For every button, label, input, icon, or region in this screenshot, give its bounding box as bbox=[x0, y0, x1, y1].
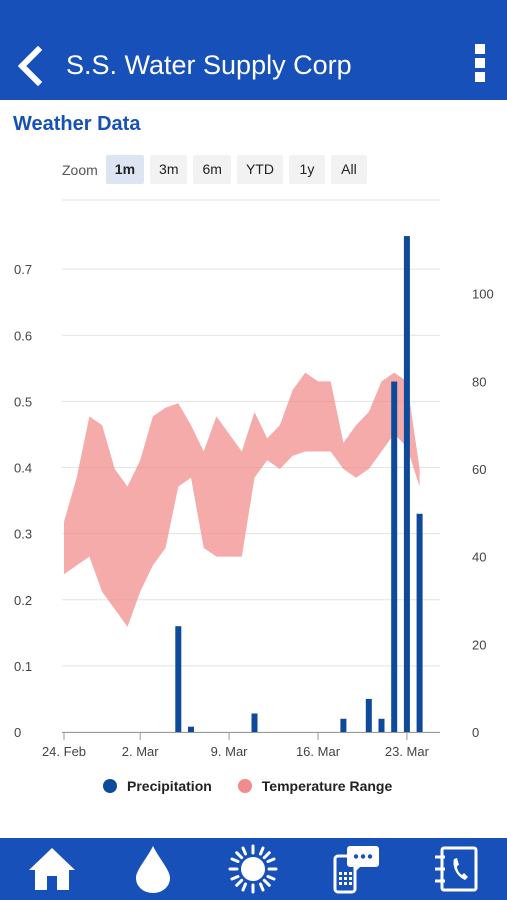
y-left-tick-label: 0.2 bbox=[14, 593, 32, 608]
legend-item-precipitation[interactable]: Precipitation bbox=[103, 778, 212, 794]
y-right-tick-label: 80 bbox=[472, 374, 486, 389]
back-button[interactable] bbox=[14, 45, 48, 87]
y-right-tick-label: 20 bbox=[472, 637, 486, 652]
zoom-all-button[interactable]: All bbox=[330, 155, 367, 184]
zoom-1m-button[interactable]: 1m bbox=[105, 155, 145, 184]
temperature-range-area bbox=[64, 372, 420, 627]
y-right-tick-label: 100 bbox=[472, 287, 494, 302]
y-left-tick-label: 0.3 bbox=[14, 527, 32, 542]
precipitation-bar bbox=[416, 513, 423, 732]
chart-legend: Precipitation Temperature Range bbox=[103, 778, 418, 794]
legend-marker bbox=[103, 779, 117, 793]
nav-home[interactable] bbox=[27, 844, 77, 894]
zoom-3m-button[interactable]: 3m bbox=[150, 155, 188, 184]
contact-book-icon bbox=[435, 846, 478, 892]
app-title: S.S. Water Supply Corp bbox=[66, 50, 352, 80]
y-right-tick-label: 40 bbox=[472, 550, 486, 565]
x-tick-label: 23. Mar bbox=[385, 744, 430, 759]
precipitation-bar bbox=[391, 381, 398, 732]
section-title: Weather Data bbox=[13, 113, 141, 135]
chevron-left-icon bbox=[17, 45, 43, 87]
precipitation-bar bbox=[365, 698, 372, 732]
x-tick-label: 24. Feb bbox=[42, 744, 86, 759]
y-left-tick-label: 0.5 bbox=[14, 394, 32, 409]
x-tick-label: 2. Mar bbox=[122, 744, 160, 759]
zoom-selector: Zoom 1m 3m 6m YTD 1y All bbox=[62, 155, 373, 184]
x-tick-label: 16. Mar bbox=[296, 744, 341, 759]
precipitation-bar bbox=[188, 726, 194, 732]
app-bar: S.S. Water Supply Corp bbox=[0, 0, 507, 100]
phone-chat-icon bbox=[333, 846, 379, 894]
y-left-tick-label: 0.1 bbox=[14, 659, 32, 674]
y-right-tick-label: 60 bbox=[472, 462, 486, 477]
nav-water[interactable] bbox=[128, 844, 178, 894]
zoom-label: Zoom bbox=[62, 161, 98, 178]
water-drop-icon bbox=[136, 846, 170, 893]
home-icon bbox=[29, 848, 75, 890]
more-menu-button[interactable] bbox=[470, 44, 490, 86]
y-left-tick-label: 0 bbox=[14, 725, 21, 740]
legend-label: Precipitation bbox=[127, 778, 212, 794]
y-right-tick-label: 0 bbox=[472, 725, 479, 740]
y-left-tick-label: 0.4 bbox=[14, 461, 32, 476]
sun-icon bbox=[228, 844, 278, 894]
precipitation-bar bbox=[403, 236, 410, 732]
precipitation-bar bbox=[340, 718, 347, 732]
y-left-tick-label: 0.6 bbox=[14, 328, 32, 343]
x-tick-label: 9. Mar bbox=[211, 744, 249, 759]
y-left-tick-label: 0.7 bbox=[14, 262, 32, 277]
more-vertical-icon bbox=[470, 44, 490, 82]
legend-marker bbox=[237, 779, 252, 793]
precipitation-bar bbox=[175, 626, 182, 732]
legend-item-temperature-range[interactable]: Temperature Range bbox=[237, 778, 393, 794]
zoom-6m-button[interactable]: 6m bbox=[193, 155, 231, 184]
precipitation-bar bbox=[378, 718, 385, 732]
weather-chart[interactable]: 0 0.1 0.2 0.3 0.4 0.5 0.6 0.7 0 20 40 60 80 100 24. Fe… bbox=[0, 190, 507, 765]
legend-label: Temperature Range bbox=[261, 778, 393, 794]
bottom-nav bbox=[0, 838, 507, 900]
nav-contacts[interactable] bbox=[430, 844, 480, 894]
nav-contact-chat[interactable] bbox=[330, 844, 380, 894]
zoom-1y-button[interactable]: 1y bbox=[288, 155, 325, 184]
zoom-ytd-button[interactable]: YTD bbox=[236, 155, 283, 184]
nav-weather[interactable] bbox=[228, 844, 278, 894]
precipitation-bar bbox=[251, 713, 258, 732]
